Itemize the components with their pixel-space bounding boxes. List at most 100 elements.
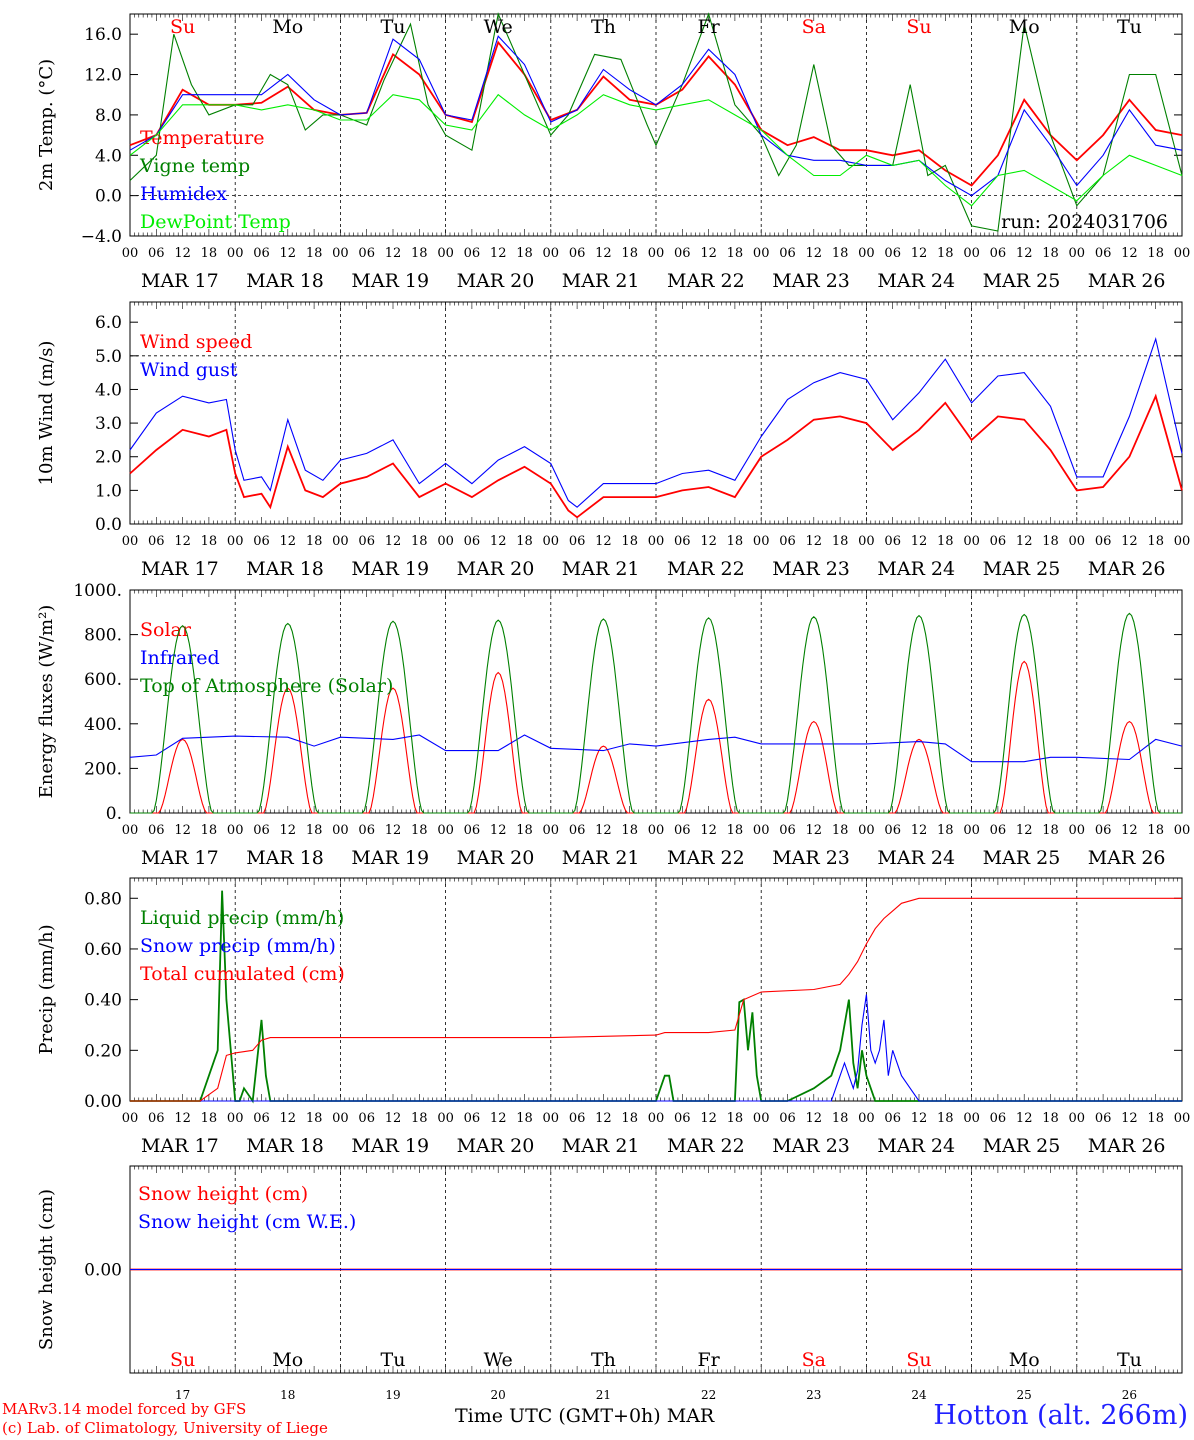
x-hour-tick-label: 00 (648, 246, 665, 261)
bottom-day-number: 17 (175, 1388, 190, 1402)
bottom-day-number: 21 (596, 1388, 611, 1402)
series-line-snow-precip-mm-h- (130, 994, 1182, 1102)
x-hour-tick-label: 18 (727, 534, 744, 549)
x-hour-tick-label: 18 (201, 823, 218, 838)
legend-entry: Snow height (cm) (138, 1183, 308, 1205)
x-date-label: MAR 25 (983, 1135, 1061, 1157)
series-line-vigne-temp (129, 12, 1183, 232)
y-tick-label: 16.0 (84, 25, 122, 45)
x-date-label: MAR 20 (457, 1135, 535, 1157)
x-date-label: MAR 19 (351, 847, 429, 869)
x-hour-tick-label: 06 (1095, 1111, 1112, 1126)
y-tick-label: 8.0 (95, 106, 122, 126)
x-hour-tick-label: 12 (700, 1111, 717, 1126)
bottom-day-number: 23 (806, 1388, 821, 1402)
y-tick-label: 600. (84, 670, 122, 690)
x-hour-tick-label: 06 (358, 823, 375, 838)
x-date-label: MAR 17 (141, 1135, 219, 1157)
x-hour-tick-label: 12 (595, 1111, 612, 1126)
x-hour-tick-label: 18 (937, 534, 954, 549)
legend-entry: Wind gust (140, 359, 238, 381)
x-hour-tick-label: 00 (122, 1111, 139, 1126)
x-hour-tick-label: 12 (1016, 1111, 1033, 1126)
panel-2-y-axis-label: Energy fluxes (W/m²) (36, 605, 57, 799)
y-tick-label: 2.0 (95, 448, 122, 468)
top-day-name: We (484, 16, 513, 38)
series-line-humidex (129, 35, 1183, 197)
x-axis-month: MAR (666, 1405, 715, 1427)
x-hour-tick-label: 12 (806, 823, 823, 838)
x-hour-tick-label: 00 (332, 246, 349, 261)
y-tick-label: 5.0 (95, 347, 122, 367)
x-hour-tick-label: 18 (201, 246, 218, 261)
legend-entry: Temperature (140, 127, 264, 149)
x-hour-tick-label: 18 (1147, 534, 1164, 549)
x-hour-tick-label: 06 (1095, 246, 1112, 261)
y-tick-label: 200. (84, 759, 122, 779)
x-hour-tick-label: 18 (621, 823, 638, 838)
x-hour-tick-label: 18 (411, 246, 428, 261)
x-hour-tick-label: 12 (1121, 823, 1138, 838)
x-hour-tick-label: 18 (832, 1111, 849, 1126)
x-date-label: MAR 19 (351, 558, 429, 580)
x-hour-tick-label: 00 (858, 1111, 875, 1126)
x-hour-tick-label: 18 (832, 246, 849, 261)
top-day-name: Th (591, 16, 616, 38)
x-hour-tick-label: 06 (569, 823, 586, 838)
x-hour-tick-label: 06 (779, 534, 796, 549)
x-hour-tick-label: 06 (779, 1111, 796, 1126)
x-hour-tick-label: 06 (464, 534, 481, 549)
x-hour-tick-label: 18 (1042, 534, 1059, 549)
x-hour-tick-label: 00 (227, 823, 244, 838)
y-tick-label: 400. (84, 715, 122, 735)
y-tick-label: 1.0 (95, 481, 122, 501)
x-hour-tick-label: 00 (1069, 246, 1086, 261)
bottom-day-name: Sa (802, 1349, 826, 1371)
x-date-label: MAR 23 (772, 558, 850, 580)
station-label: Hotton (alt. 266m) (933, 1400, 1188, 1431)
bottom-day-number: 20 (491, 1388, 506, 1402)
x-date-label: MAR 17 (141, 847, 219, 869)
y-tick-label: 0.0 (95, 187, 122, 207)
x-date-label: MAR 26 (1088, 847, 1166, 869)
x-date-label: MAR 25 (983, 558, 1061, 580)
x-hour-tick-label: 12 (1121, 534, 1138, 549)
x-hour-tick-label: 12 (911, 534, 928, 549)
x-hour-tick-label: 18 (1042, 823, 1059, 838)
bottom-day-name: Mo (272, 1349, 303, 1371)
legend-entry: Top of Atmosphere (Solar) (140, 675, 393, 697)
x-axis-title: Time UTC (GMT+0h) MAR (455, 1405, 714, 1427)
x-date-label: MAR 25 (983, 847, 1061, 869)
x-hour-tick-label: 00 (858, 534, 875, 549)
legend-entry: Liquid precip (mm/h) (140, 907, 344, 929)
series-line-dewpoint-temp (129, 93, 1183, 207)
x-hour-tick-label: 18 (516, 1111, 533, 1126)
x-hour-tick-label: 12 (174, 534, 191, 549)
x-hour-tick-label: 06 (464, 246, 481, 261)
x-hour-tick-label: 06 (884, 246, 901, 261)
x-hour-tick-label: 12 (280, 246, 297, 261)
y-tick-label: 800. (84, 626, 122, 646)
x-hour-tick-label: 00 (543, 246, 560, 261)
x-hour-tick-label: 18 (1042, 1111, 1059, 1126)
x-hour-tick-label: 18 (306, 823, 323, 838)
bottom-day-name: We (484, 1349, 513, 1371)
bottom-day-number: 24 (911, 1388, 927, 1402)
x-hour-tick-label: 06 (990, 246, 1007, 261)
x-date-label: MAR 26 (1088, 1135, 1166, 1157)
y-tick-label: 0.00 (84, 1261, 122, 1281)
x-hour-tick-label: 06 (253, 823, 270, 838)
x-hour-tick-label: 18 (937, 246, 954, 261)
x-date-label: MAR 21 (562, 270, 640, 292)
x-hour-tick-label: 12 (280, 534, 297, 549)
x-hour-tick-label: 00 (858, 823, 875, 838)
x-hour-tick-label: 12 (490, 534, 507, 549)
x-date-label: MAR 19 (351, 1135, 429, 1157)
legend-entry: Vigne temp (139, 155, 250, 177)
bottom-day-number: 26 (1122, 1388, 1137, 1402)
x-hour-tick-label: 00 (753, 1111, 770, 1126)
x-hour-tick-label: 00 (858, 246, 875, 261)
x-date-label: MAR 22 (667, 270, 745, 292)
x-hour-tick-label: 18 (516, 246, 533, 261)
x-date-label: MAR 20 (457, 270, 535, 292)
